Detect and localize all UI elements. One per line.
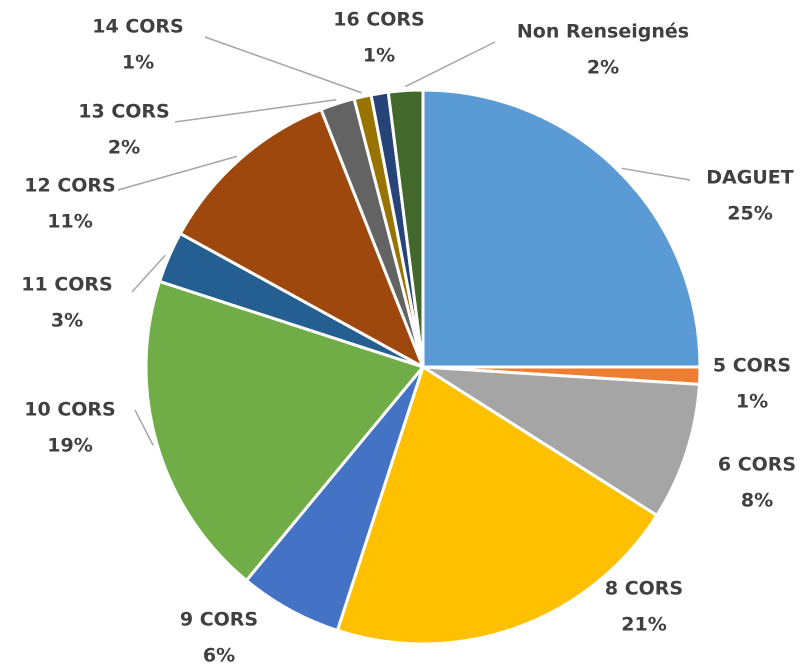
- pie-slice: [422, 365, 702, 518]
- data-label-value: 8%: [741, 490, 773, 512]
- data-label-name: 14 CORS: [92, 16, 183, 38]
- leader-line: [204, 36, 362, 94]
- data-label-value: 1%: [363, 45, 395, 67]
- leader-line: [131, 254, 166, 293]
- data-label-name: 8 CORS: [605, 578, 683, 600]
- data-label-value: 25%: [727, 203, 772, 225]
- pie-slice: [178, 107, 426, 371]
- data-label-value: 2%: [108, 137, 140, 159]
- data-label-value: 1%: [736, 391, 768, 413]
- pie-slice: [421, 88, 702, 369]
- pie-slice: [144, 279, 426, 583]
- data-label-name: 13 CORS: [78, 101, 169, 123]
- data-label-name: 12 CORS: [24, 175, 115, 197]
- leader-line: [405, 41, 496, 88]
- data-label-value: 1%: [122, 52, 154, 74]
- data-label-value: 11%: [47, 211, 92, 233]
- data-label-name: DAGUET: [706, 167, 793, 189]
- data-label-name: 9 CORS: [180, 609, 258, 631]
- data-label-name: Non Renseignés: [517, 21, 689, 43]
- data-label-name: 11 CORS: [21, 274, 112, 296]
- data-label-name: 5 CORS: [713, 355, 791, 377]
- data-label-value: 6%: [203, 645, 235, 667]
- leader-line: [134, 409, 154, 446]
- data-label-name: 6 CORS: [718, 454, 796, 476]
- data-label-value: 3%: [51, 310, 83, 332]
- leader-line: [621, 167, 691, 181]
- data-label-name: 16 CORS: [333, 9, 424, 31]
- data-label-value: 2%: [587, 57, 619, 79]
- pie-slice: [386, 88, 425, 368]
- leader-line: [174, 99, 337, 123]
- leader-line: [117, 155, 238, 191]
- data-label-name: 10 CORS: [24, 399, 115, 421]
- data-label-value: 19%: [47, 435, 92, 457]
- pie-slice: [335, 364, 659, 646]
- data-label-value: 21%: [621, 614, 666, 636]
